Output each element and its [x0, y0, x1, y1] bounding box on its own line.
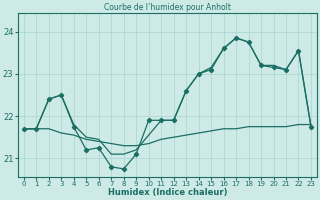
- Title: Courbe de l’humidex pour Anholt: Courbe de l’humidex pour Anholt: [104, 3, 231, 12]
- X-axis label: Humidex (Indice chaleur): Humidex (Indice chaleur): [108, 188, 227, 197]
